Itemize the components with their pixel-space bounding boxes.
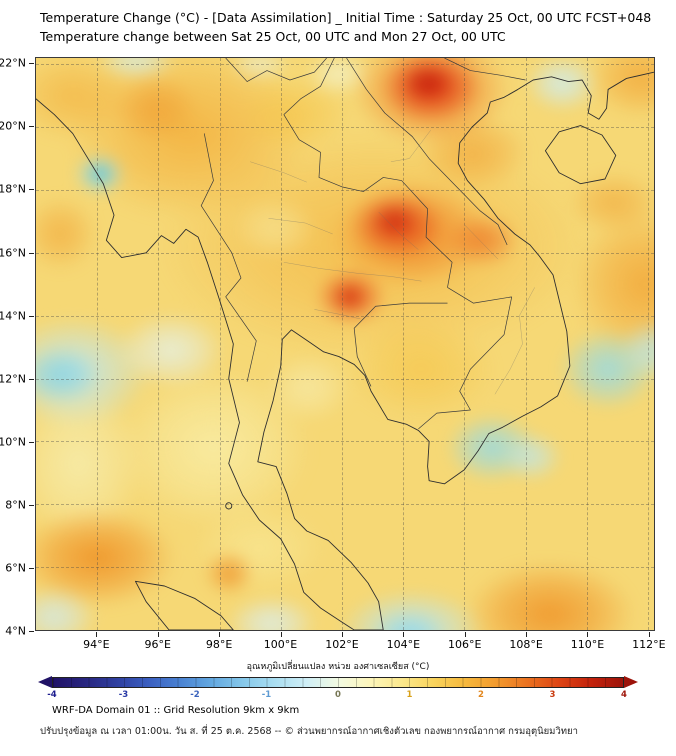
y-axis: 22°N 20°N 18°N 16°N 14°N 12°N 10°N 8°N 6°N 4°N [0,56,34,638]
y-axis-tick [29,567,34,569]
temp-region [525,58,599,112]
x-axis-tick [96,632,98,637]
colorbar-right-arrow [624,676,638,688]
y-axis-tick [29,63,34,65]
y-axis-tick [29,631,34,632]
temp-region [231,196,318,260]
colorbar-tick-label: -1 [261,690,272,700]
temp-region [464,560,636,630]
footer: WRF-DA Domain 01 :: Grid Resolution 9km … [40,705,578,739]
y-axis-tick [29,378,34,380]
y-axis-label: 12°N [0,372,26,386]
temp-region [501,432,563,483]
temp-region [370,204,417,239]
y-axis-tick [29,315,34,317]
colorbar-tick-label: -4 [47,690,57,700]
y-axis-label: 10°N [0,435,26,449]
temperature-field [36,58,654,630]
x-axis-label: 102°E [325,638,359,651]
colorbar-row [38,676,638,688]
y-axis-tick [29,441,34,443]
temp-region [112,73,199,143]
colorbar-tick-label: 3 [549,690,556,700]
colorbar-tick-label: -2 [190,690,200,700]
temp-region [348,318,495,420]
y-axis-label: 18°N [0,182,26,196]
colorbar-tick-label: 4 [621,690,627,700]
x-axis-label: 96°E [144,638,171,651]
colorbar-left-arrow [38,676,52,688]
x-axis: 94°E 96°E 98°E 100°E 102°E 104°E 106°E 108°E 110… [35,632,666,654]
temp-region [401,64,454,102]
temp-region [225,595,318,630]
x-axis-tick [280,632,282,637]
colorbar-gradient [52,676,624,688]
x-axis-label: 104°E [386,638,421,651]
x-axis-label: 98°E [205,638,233,651]
x-axis-label: 110°E [570,638,605,651]
temp-region [332,282,367,311]
chart-subtitle: Temperature change between Sat 25 Oct, 0… [40,28,506,44]
title-block: Temperature Change (°C) - [Data Assimila… [40,9,651,47]
colorbar: อุณหภูมิเปลี่ยนแปลง หน่วย องศาเซลเซียส (… [38,659,638,702]
y-axis-label: 4°N [5,624,26,638]
temp-region [115,312,226,388]
y-axis-label: 22°N [0,56,26,70]
x-axis-tick [403,632,405,637]
colorbar-tick-label: 0 [335,690,341,700]
y-axis-tick [29,504,34,506]
y-axis-label: 20°N [0,119,26,133]
colorbar-tick-label: 2 [478,690,484,700]
x-axis-label: 94°E [83,638,110,651]
x-axis-label: 100°E [263,638,298,651]
y-axis-tick [29,252,34,254]
x-axis-tick [587,632,589,637]
footer-update-info: ปรับปรุงข้อมูล ณ เวลา 01:00น. วัน ส. ที่… [40,726,578,737]
y-axis-label: 6°N [5,561,26,575]
x-axis-tick [648,632,650,637]
x-axis-label: 108°E [509,638,543,651]
x-axis-tick [526,632,528,637]
colorbar-title: อุณหภูมิเปลี่ยนแปลง หน่วย องศาเซลเซียส (… [246,662,430,672]
map-panel [35,57,655,631]
colorbar-tick-label: -3 [118,690,129,700]
footer-domain-info: WRF-DA Domain 01 :: Grid Resolution 9km … [52,705,300,716]
temp-region [204,551,254,596]
x-axis-label: 112°E [632,638,666,651]
y-axis-label: 8°N [5,498,26,512]
temp-region [265,353,352,423]
temp-region [568,171,654,234]
temp-region [88,163,113,185]
y-axis-tick [29,189,34,191]
colorbar-tick-label: 1 [406,690,413,700]
y-axis-tick [29,126,34,128]
gridline-horizontal [36,630,654,631]
x-axis-tick [341,632,343,637]
x-axis-tick [157,632,159,637]
x-axis-tick [464,632,466,637]
chart-title: Temperature Change (°C) - [Data Assimila… [40,10,652,25]
colorbar-ticks: -4 -3 -2 -1 0 1 2 3 4 [47,690,627,702]
y-axis-label: 14°N [0,309,26,323]
y-axis-label: 16°N [0,246,26,260]
temp-region [36,196,98,272]
x-axis-label: 106°E [447,638,482,651]
x-axis-tick [219,632,221,637]
